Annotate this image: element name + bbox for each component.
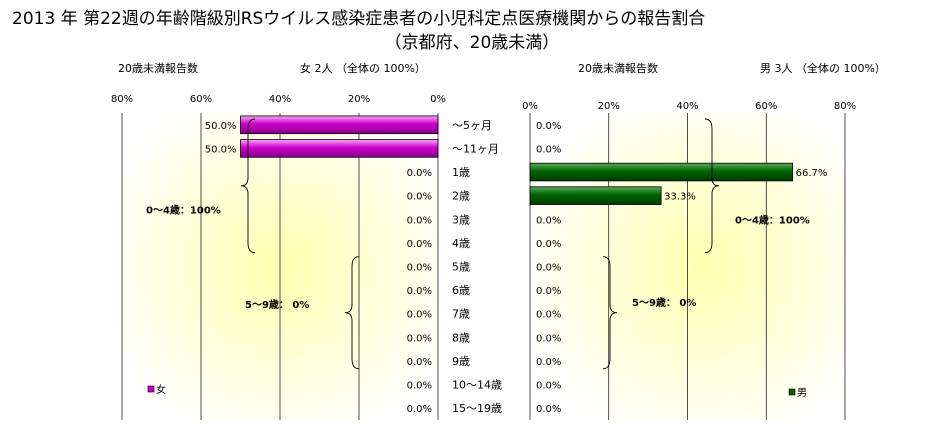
male-value-label: 0.0% (536, 121, 561, 132)
female-value-label: 0.0% (407, 381, 432, 392)
male-tick-label: 60% (755, 101, 777, 112)
male-legend-label: 男 (797, 387, 807, 399)
age-category-label: 8歳 (452, 331, 470, 344)
female-value-label: 50.0% (205, 121, 237, 132)
age-category-label: 1歳 (452, 166, 470, 179)
male-value-label: 0.0% (536, 381, 561, 392)
age-category-label: 3歳 (452, 213, 470, 226)
female-legend-swatch (148, 386, 154, 392)
male-legend-swatch (789, 389, 795, 395)
female-tick-label: 20% (348, 94, 370, 105)
male-value-label: 0.0% (536, 310, 561, 321)
male-bar (530, 187, 661, 205)
age-category-label: 7歳 (452, 308, 470, 321)
male-annotation-5-9: 5～9歳： 0% (632, 296, 696, 309)
age-category-label: ～11ヶ月 (452, 142, 499, 155)
male-value-label: 33.3% (664, 192, 696, 203)
female-value-label: 0.0% (407, 357, 432, 368)
male-annotation-0-4: 0～4歳：100% (735, 213, 810, 226)
female-value-label: 0.0% (407, 404, 432, 415)
male-value-label: 0.0% (536, 263, 561, 274)
female-tick-label: 80% (111, 94, 133, 105)
male-tick-label: 0% (522, 101, 538, 112)
male-tick-label: 20% (598, 101, 620, 112)
female-tick-label: 60% (190, 94, 212, 105)
female-value-label: 0.0% (407, 239, 432, 250)
age-category-label: ～5ヶ月 (452, 119, 492, 132)
female-annotation-5-9: 5～9歳： 0% (245, 298, 309, 311)
female-legend-label: 女 (156, 383, 166, 396)
male-value-label: 0.0% (536, 215, 561, 226)
female-value-label: 0.0% (407, 286, 432, 297)
age-category-label: 2歳 (452, 190, 470, 203)
male-value-label: 66.7% (796, 168, 828, 179)
male-tick-label: 40% (676, 101, 698, 112)
female-tick-label: 0% (430, 94, 446, 105)
female-value-label: 0.0% (407, 168, 432, 179)
female-value-label: 0.0% (407, 192, 432, 203)
female-value-label: 0.0% (407, 263, 432, 274)
age-category-label: 5歳 (452, 261, 470, 274)
female-value-label: 0.0% (407, 333, 432, 344)
female-bar (241, 116, 439, 134)
female-annotation-0-4: 0～4歳：100% (146, 203, 221, 216)
male-tick-label: 80% (834, 101, 856, 112)
female-tick-label: 40% (269, 94, 291, 105)
male-bar (530, 163, 793, 181)
age-category-label: 6歳 (452, 284, 470, 297)
female-bar (241, 140, 439, 158)
age-category-label: 10～14歳 (452, 379, 502, 392)
male-value-label: 0.0% (536, 239, 561, 250)
age-category-label: 9歳 (452, 355, 470, 368)
female-value-label: 0.0% (407, 215, 432, 226)
female-value-label: 50.0% (205, 144, 237, 155)
male-value-label: 0.0% (536, 286, 561, 297)
male-value-label: 0.0% (536, 333, 561, 344)
male-value-label: 0.0% (536, 357, 561, 368)
male-value-label: 0.0% (536, 404, 561, 415)
age-category-label: 15～19歳 (452, 402, 502, 415)
age-category-label: 4歳 (452, 237, 470, 250)
female-value-label: 0.0% (407, 310, 432, 321)
male-value-label: 0.0% (536, 144, 561, 155)
